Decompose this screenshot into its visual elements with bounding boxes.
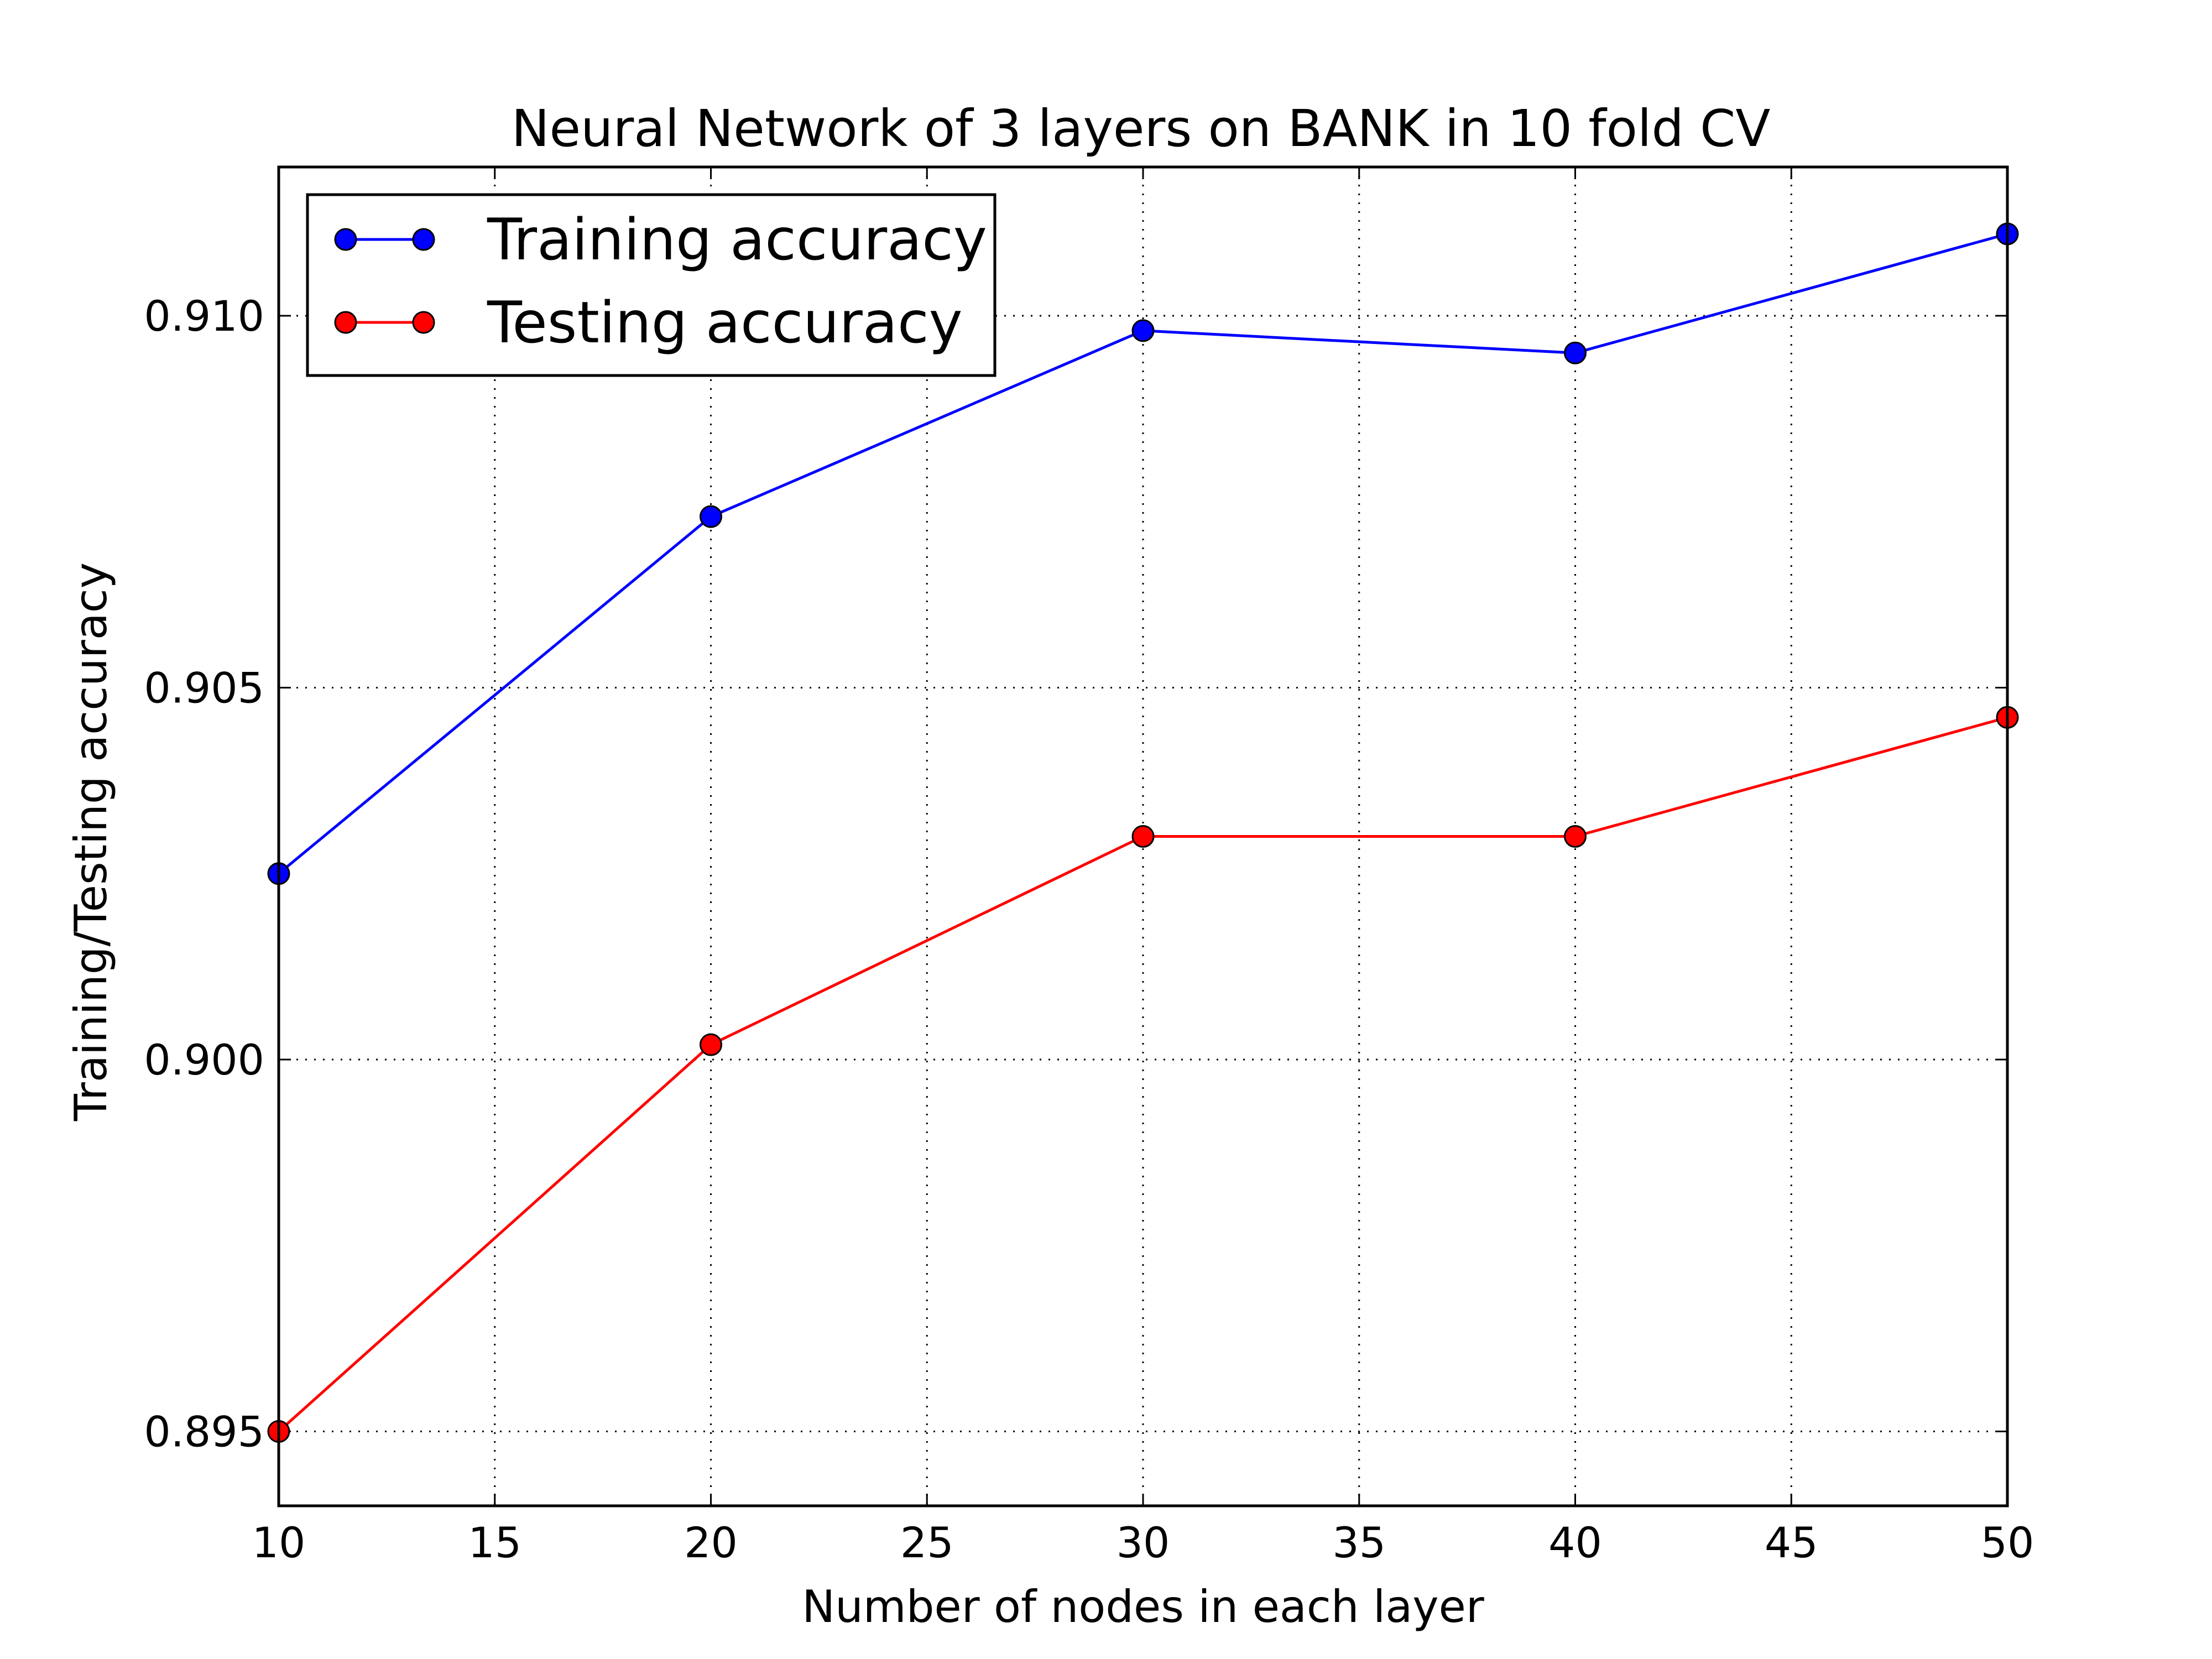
data-point <box>700 505 722 528</box>
y-tick-labels: 0.895 0.900 0.905 0.910 <box>144 291 264 1457</box>
legend-marker <box>334 228 357 251</box>
grid-lines <box>279 167 2007 1506</box>
y-tick-label: 0.905 <box>144 664 264 713</box>
x-tick-label: 40 <box>1548 1518 1602 1567</box>
data-point <box>700 1033 722 1056</box>
x-tick-label: 20 <box>684 1518 738 1567</box>
x-tick-label: 45 <box>1765 1518 1818 1567</box>
legend-marker <box>412 228 435 251</box>
x-tick-labels: 10 15 20 25 30 35 40 45 50 <box>252 1518 2034 1567</box>
x-tick-label: 15 <box>468 1518 521 1567</box>
legend-item: Training accuracy <box>334 207 987 273</box>
x-axis-label: Number of nodes in each layer <box>802 1581 1484 1632</box>
legend-item: Testing accuracy <box>334 290 963 356</box>
legend-label: Testing accuracy <box>487 290 963 356</box>
plot-series <box>267 222 2019 1443</box>
x-tick-label: 35 <box>1332 1518 1386 1567</box>
data-point <box>1131 319 1155 342</box>
y-tick-label: 0.900 <box>144 1035 264 1084</box>
plot-frame <box>277 165 2009 1507</box>
y-tick-label: 0.910 <box>144 291 264 341</box>
legend-label: Training accuracy <box>487 207 987 273</box>
legend-box <box>306 193 997 377</box>
x-tick-label: 10 <box>252 1518 306 1567</box>
data-point <box>1564 825 1587 848</box>
x-tick-label: 25 <box>900 1518 954 1567</box>
data-point <box>1564 341 1587 364</box>
legend-marker <box>412 311 435 334</box>
data-point <box>1131 825 1155 848</box>
y-axis-label: Training/Testing accuracy <box>65 562 117 1121</box>
legend: Training accuracy Testing accuracy <box>306 193 997 377</box>
x-tick-label: 30 <box>1117 1518 1170 1567</box>
x-tick-label: 50 <box>1981 1518 2034 1567</box>
y-tick-label: 0.895 <box>144 1407 264 1457</box>
chart-title: Neural Network of 3 layers on BANK in 10… <box>512 99 1771 158</box>
legend-marker <box>334 311 357 334</box>
